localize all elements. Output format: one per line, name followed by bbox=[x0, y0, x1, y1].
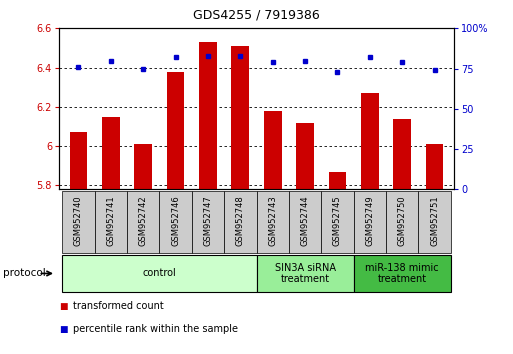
Bar bbox=[296, 122, 314, 189]
Bar bbox=[167, 72, 185, 189]
Bar bbox=[224, 191, 256, 253]
Bar bbox=[94, 191, 127, 253]
Bar bbox=[62, 191, 94, 253]
Text: GSM952740: GSM952740 bbox=[74, 195, 83, 246]
Text: SIN3A siRNA
treatment: SIN3A siRNA treatment bbox=[274, 263, 336, 284]
Text: percentile rank within the sample: percentile rank within the sample bbox=[73, 324, 239, 334]
Bar bbox=[426, 144, 443, 189]
Bar bbox=[289, 191, 321, 253]
Bar bbox=[231, 46, 249, 189]
Text: GSM952748: GSM952748 bbox=[236, 195, 245, 246]
Bar bbox=[256, 191, 289, 253]
Text: GDS4255 / 7919386: GDS4255 / 7919386 bbox=[193, 9, 320, 22]
Text: GSM952743: GSM952743 bbox=[268, 195, 277, 246]
Text: GSM952747: GSM952747 bbox=[204, 195, 212, 246]
Text: GSM952745: GSM952745 bbox=[333, 195, 342, 246]
Bar bbox=[419, 191, 451, 253]
Bar bbox=[353, 191, 386, 253]
Bar bbox=[353, 255, 451, 292]
Text: ■: ■ bbox=[59, 302, 68, 311]
Bar bbox=[321, 191, 353, 253]
Text: transformed count: transformed count bbox=[73, 301, 164, 311]
Text: protocol: protocol bbox=[3, 268, 45, 279]
Text: GSM952741: GSM952741 bbox=[106, 195, 115, 246]
Text: GSM952750: GSM952750 bbox=[398, 195, 407, 246]
Text: ■: ■ bbox=[59, 325, 68, 334]
Bar bbox=[393, 119, 411, 189]
Bar bbox=[160, 191, 192, 253]
Bar bbox=[102, 117, 120, 189]
Text: miR-138 mimic
treatment: miR-138 mimic treatment bbox=[365, 263, 439, 284]
Text: GSM952742: GSM952742 bbox=[139, 195, 148, 246]
Bar bbox=[62, 255, 256, 292]
Text: control: control bbox=[143, 268, 176, 279]
Text: GSM952744: GSM952744 bbox=[301, 195, 309, 246]
Bar bbox=[256, 255, 353, 292]
Bar bbox=[361, 93, 379, 189]
Bar bbox=[386, 191, 419, 253]
Bar bbox=[328, 172, 346, 189]
Bar bbox=[199, 42, 217, 189]
Bar bbox=[264, 111, 282, 189]
Text: GSM952749: GSM952749 bbox=[365, 195, 374, 246]
Text: GSM952746: GSM952746 bbox=[171, 195, 180, 246]
Bar bbox=[127, 191, 160, 253]
Bar bbox=[70, 132, 87, 189]
Text: GSM952751: GSM952751 bbox=[430, 195, 439, 246]
Bar bbox=[192, 191, 224, 253]
Bar bbox=[134, 144, 152, 189]
